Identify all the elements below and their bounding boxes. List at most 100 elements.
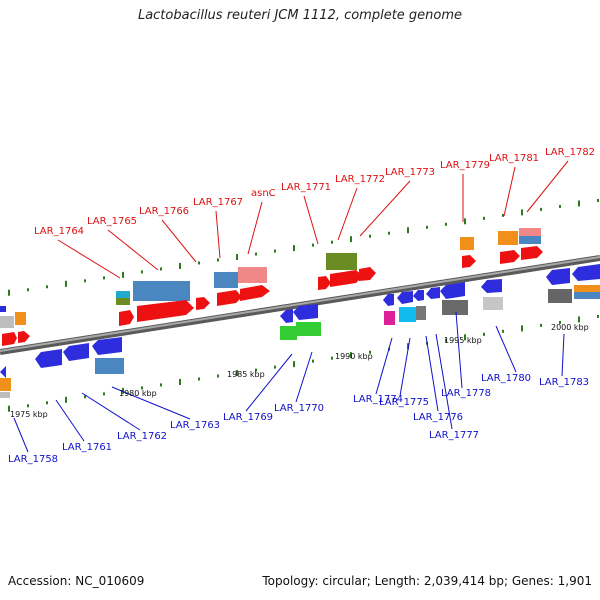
tick-mark bbox=[141, 386, 143, 390]
tick-mark bbox=[445, 222, 447, 226]
gene-label-lar_1780[interactable]: LAR_1780 bbox=[481, 373, 531, 384]
gene-label-lar_1766[interactable]: LAR_1766 bbox=[139, 206, 189, 217]
gene-label-lar_1774[interactable]: LAR_1774 bbox=[353, 394, 403, 405]
feature-block bbox=[399, 307, 416, 322]
tick-mark bbox=[84, 279, 86, 283]
gene-label-lar_1765[interactable]: LAR_1765 bbox=[87, 216, 137, 227]
gene-label-lar_1764[interactable]: LAR_1764 bbox=[34, 226, 84, 237]
leader-line bbox=[13, 417, 29, 453]
gene-label-lar_1770[interactable]: LAR_1770 bbox=[274, 403, 324, 414]
gene-label-lar_1781[interactable]: LAR_1781 bbox=[489, 153, 539, 164]
feature-arrow bbox=[119, 310, 134, 326]
genome-title: Lactobacillus reuteri JCM 1112, complete… bbox=[137, 8, 463, 23]
tick-mark bbox=[464, 334, 466, 341]
tick-mark bbox=[388, 231, 390, 235]
feature-arrow bbox=[397, 291, 413, 304]
tick-mark bbox=[27, 404, 29, 408]
leader-line bbox=[425, 335, 439, 412]
gene-label-lar_1776[interactable]: LAR_1776 bbox=[413, 412, 463, 423]
feature-arrow bbox=[240, 285, 270, 301]
leader-line bbox=[215, 210, 221, 259]
feature-block bbox=[214, 272, 238, 288]
gene-label-lar_1783[interactable]: LAR_1783 bbox=[539, 377, 589, 388]
tick-mark bbox=[312, 243, 314, 247]
feature-block bbox=[519, 228, 541, 236]
feature-arrow bbox=[359, 267, 376, 281]
gene-label-asnc[interactable]: asnC bbox=[251, 188, 276, 199]
leader-line bbox=[107, 229, 159, 271]
tick-mark bbox=[540, 323, 542, 327]
gene-label-lar_1779[interactable]: LAR_1779 bbox=[440, 160, 490, 171]
tick-mark bbox=[369, 350, 371, 354]
gene-label-lar_1778[interactable]: LAR_1778 bbox=[441, 388, 491, 399]
tick-mark bbox=[255, 252, 257, 256]
feature-block bbox=[238, 267, 267, 283]
leader-line bbox=[359, 180, 411, 237]
feature-arrow bbox=[0, 366, 6, 378]
feature-block bbox=[116, 291, 130, 299]
tick-mark bbox=[179, 262, 181, 269]
tick-mark bbox=[236, 370, 238, 377]
gene-label-lar_1772[interactable]: LAR_1772 bbox=[335, 174, 385, 185]
tick-mark bbox=[426, 225, 428, 229]
leader-line bbox=[495, 325, 517, 373]
leader-line bbox=[55, 399, 85, 442]
feature-block bbox=[95, 358, 124, 374]
gene-label-lar_1762[interactable]: LAR_1762 bbox=[117, 431, 167, 442]
tick-mark bbox=[350, 352, 352, 359]
feature-block bbox=[574, 285, 600, 292]
feature-arrow bbox=[426, 287, 440, 299]
tick-mark bbox=[578, 200, 580, 207]
tick-mark bbox=[8, 405, 10, 412]
feature-block bbox=[15, 312, 26, 325]
leader-line bbox=[247, 201, 263, 255]
gene-label-lar_1769[interactable]: LAR_1769 bbox=[223, 412, 273, 423]
feature-arrow bbox=[217, 290, 242, 306]
feature-block bbox=[0, 392, 10, 398]
gene-label-lar_1767[interactable]: LAR_1767 bbox=[193, 197, 243, 208]
feature-arrow bbox=[63, 343, 89, 361]
gene-label-lar_1771[interactable]: LAR_1771 bbox=[281, 182, 331, 193]
gene-label-lar_1775[interactable]: LAR_1775 bbox=[379, 397, 429, 408]
tick-mark bbox=[179, 378, 181, 385]
tick-mark bbox=[483, 332, 485, 336]
gene-label-lar_1758[interactable]: LAR_1758 bbox=[8, 454, 58, 465]
feature-block bbox=[574, 292, 600, 299]
scale-label: 1975 kbp bbox=[10, 410, 48, 419]
gene-label-lar_1782[interactable]: LAR_1782 bbox=[545, 147, 595, 158]
feature-arrow bbox=[18, 331, 30, 343]
feature-arrow bbox=[440, 282, 465, 299]
leader-line bbox=[295, 351, 313, 403]
leader-line bbox=[503, 166, 516, 217]
tick-mark bbox=[46, 401, 48, 405]
genome-summary: Topology: circular; Length: 2,039,414 bp… bbox=[262, 574, 592, 588]
feature-arrow bbox=[196, 297, 210, 310]
gene-label-lar_1773[interactable]: LAR_1773 bbox=[385, 167, 435, 178]
feature-block bbox=[384, 311, 395, 325]
tick-mark bbox=[559, 320, 561, 324]
leader-line bbox=[375, 337, 393, 395]
feature-block bbox=[442, 300, 468, 315]
gene-label-lar_1761[interactable]: LAR_1761 bbox=[62, 442, 112, 453]
tick-mark bbox=[217, 258, 219, 262]
leader-line bbox=[81, 392, 141, 431]
tick-mark bbox=[293, 361, 295, 368]
tick-mark bbox=[141, 270, 143, 274]
tick-mark bbox=[597, 314, 599, 318]
tick-mark bbox=[122, 387, 124, 394]
gene-label-lar_1763[interactable]: LAR_1763 bbox=[170, 420, 220, 431]
leader-line bbox=[435, 333, 453, 430]
feature-arrow bbox=[462, 255, 476, 268]
tick-mark bbox=[65, 396, 67, 403]
tick-mark bbox=[65, 280, 67, 287]
scale-label: 1980 kbp bbox=[119, 389, 157, 398]
gene-label-lar_1777[interactable]: LAR_1777 bbox=[429, 430, 479, 441]
tick-mark bbox=[255, 368, 257, 372]
feature-block bbox=[326, 253, 357, 270]
tick-mark bbox=[597, 198, 599, 202]
tick-mark bbox=[502, 213, 504, 217]
feature-arrow bbox=[35, 349, 62, 368]
scale-labels: 1975 kbp 1980 kbp 1985 kbp 1990 kbp 1995 kbp… bbox=[10, 323, 589, 419]
